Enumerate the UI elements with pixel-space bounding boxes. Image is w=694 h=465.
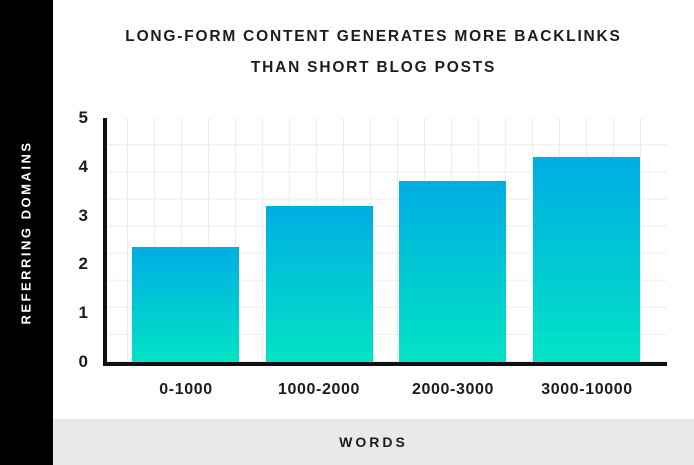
chart-title: LONG-FORM CONTENT GENERATES MORE BACKLIN… [53,29,694,76]
chart-title-line1: LONG-FORM CONTENT GENERATES MORE BACKLIN… [125,28,622,45]
bar-1000-2000 [265,206,373,362]
y-axis-label: REFERRING DOMAINS [19,140,34,325]
x-axis-label-band: WORDS [53,419,694,465]
y-tick-label-0: 0 [78,352,88,371]
x-tick-label-1000-2000: 1000-2000 [278,381,360,398]
bar-0-1000 [132,247,239,362]
plot-area [103,118,667,366]
chart-title-line2: THAN SHORT BLOG POSTS [250,59,497,76]
bar-2000-3000 [399,181,507,362]
y-tick-label-1: 1 [78,303,88,322]
x-axis-label: WORDS [339,434,408,450]
x-tick-label-2000-3000: 2000-3000 [412,381,494,398]
bar-3000-10000 [533,157,641,362]
y-tick-label-5: 5 [78,108,88,127]
y-tick-label-2: 2 [78,254,88,273]
y-tick-label-4: 4 [78,157,88,176]
y-axis-label-band: REFERRING DOMAINS [0,0,53,465]
y-tick-label-3: 3 [78,206,88,225]
bars-container [107,118,667,362]
x-tick-label-3000-10000: 3000-10000 [541,381,633,398]
x-tick-label-0-1000: 0-1000 [159,381,213,398]
